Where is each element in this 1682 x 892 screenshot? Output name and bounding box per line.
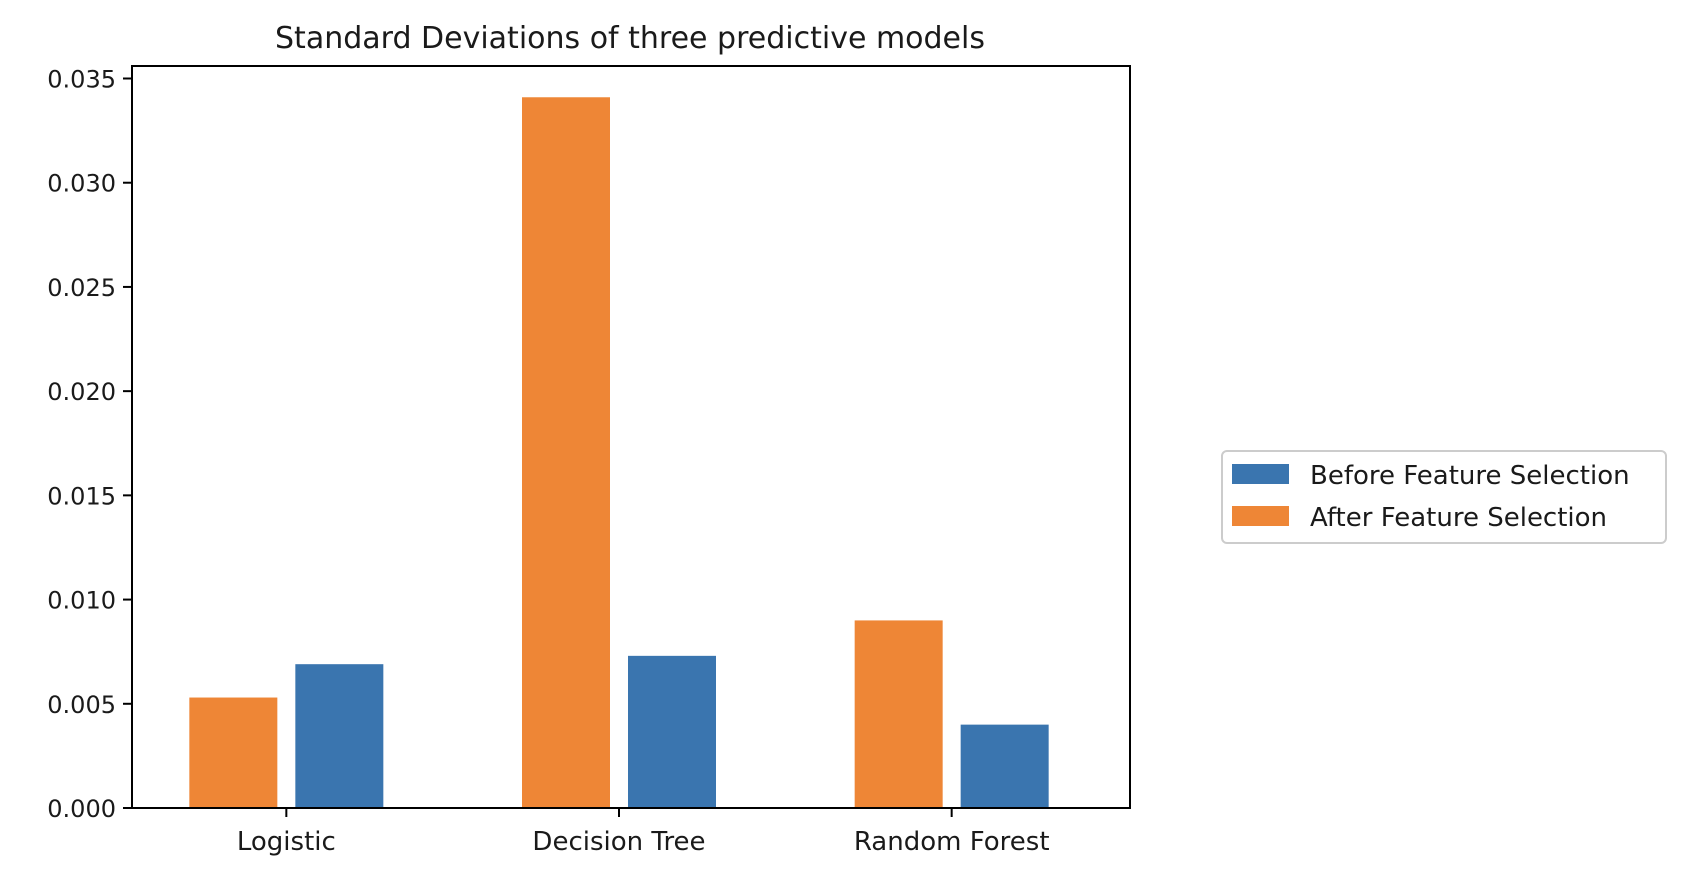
legend-label-before: Before Feature Selection [1310,461,1630,491]
y-tick-label: 0.000 [47,795,116,823]
legend-swatch-after [1232,506,1289,526]
bar-before-2 [960,724,1049,808]
legend-frame [1221,450,1667,544]
axes-layer: 0.000 0.005 0.010 0.015 0.020 0.025 0.030 0.035… [47,65,1131,857]
plot-frame [131,65,1131,809]
bars-layer [189,97,1049,809]
legend-label-after: After Feature Selection [1310,503,1607,533]
y-tick-label: 0.025 [47,274,116,302]
bar-after-1 [522,97,610,809]
y-tick-label: 0.010 [47,587,116,615]
y-tick-label: 0.020 [47,378,116,406]
y-tick-label: 0.035 [47,66,116,94]
chart-title: Standard Deviations of three predictive … [275,21,985,56]
y-tick-label: 0.030 [47,170,116,198]
x-tick-label: Random Forest [854,827,1050,857]
x-tick-label: Logistic [237,827,336,857]
bar-after-0 [189,697,278,808]
bar-after-2 [854,620,943,808]
legend: Before Feature Selection After Feature Se… [1221,450,1667,544]
legend-swatch-before [1232,464,1289,484]
bar-before-0 [295,664,384,808]
y-tick-label: 0.005 [47,691,116,719]
x-tick-label: Decision Tree [532,827,705,857]
bar-before-1 [628,655,716,808]
y-tick-label: 0.015 [47,482,116,510]
